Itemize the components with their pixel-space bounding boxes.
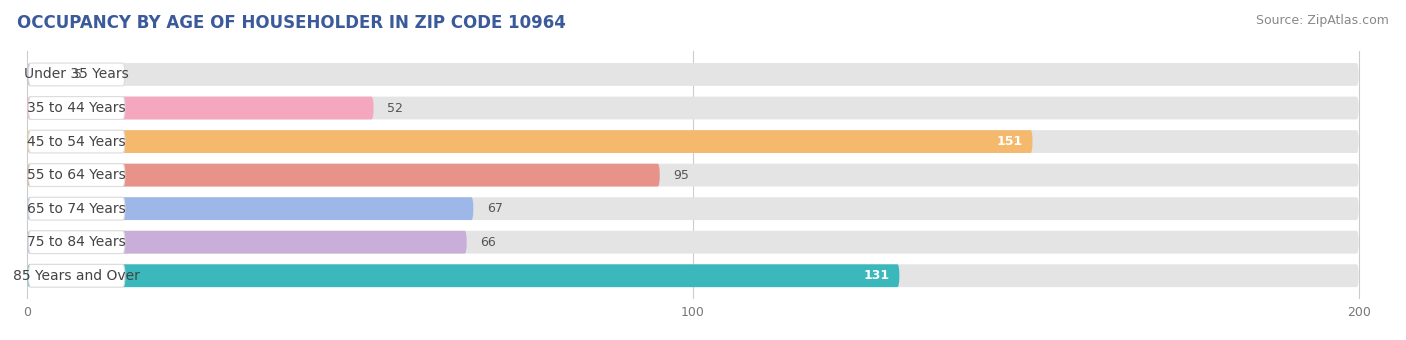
Text: 45 to 54 Years: 45 to 54 Years: [27, 135, 127, 149]
Text: 5: 5: [75, 68, 82, 81]
FancyBboxPatch shape: [27, 97, 374, 119]
Text: 66: 66: [479, 236, 496, 249]
FancyBboxPatch shape: [27, 264, 900, 287]
FancyBboxPatch shape: [28, 97, 125, 119]
Text: OCCUPANCY BY AGE OF HOUSEHOLDER IN ZIP CODE 10964: OCCUPANCY BY AGE OF HOUSEHOLDER IN ZIP C…: [17, 14, 565, 32]
Text: 131: 131: [863, 269, 890, 282]
FancyBboxPatch shape: [28, 63, 125, 86]
FancyBboxPatch shape: [27, 97, 1358, 119]
FancyBboxPatch shape: [27, 130, 1032, 153]
Text: Source: ZipAtlas.com: Source: ZipAtlas.com: [1256, 14, 1389, 27]
FancyBboxPatch shape: [27, 63, 60, 86]
FancyBboxPatch shape: [28, 130, 125, 153]
FancyBboxPatch shape: [27, 264, 1358, 287]
Text: 95: 95: [673, 169, 689, 182]
FancyBboxPatch shape: [27, 231, 1358, 254]
FancyBboxPatch shape: [28, 164, 125, 187]
FancyBboxPatch shape: [27, 197, 474, 220]
FancyBboxPatch shape: [28, 264, 125, 287]
FancyBboxPatch shape: [27, 130, 1358, 153]
Text: 151: 151: [997, 135, 1022, 148]
Text: 55 to 64 Years: 55 to 64 Years: [27, 168, 127, 182]
Text: Under 35 Years: Under 35 Years: [24, 67, 129, 82]
Text: 75 to 84 Years: 75 to 84 Years: [27, 235, 127, 249]
Text: 65 to 74 Years: 65 to 74 Years: [27, 202, 127, 216]
FancyBboxPatch shape: [27, 164, 659, 187]
FancyBboxPatch shape: [27, 231, 467, 254]
FancyBboxPatch shape: [27, 63, 1358, 86]
Text: 67: 67: [486, 202, 502, 215]
Text: 85 Years and Over: 85 Years and Over: [13, 269, 141, 283]
FancyBboxPatch shape: [27, 197, 1358, 220]
FancyBboxPatch shape: [28, 231, 125, 254]
Text: 35 to 44 Years: 35 to 44 Years: [27, 101, 127, 115]
FancyBboxPatch shape: [28, 197, 125, 220]
Text: 52: 52: [387, 102, 402, 115]
FancyBboxPatch shape: [27, 164, 1358, 187]
